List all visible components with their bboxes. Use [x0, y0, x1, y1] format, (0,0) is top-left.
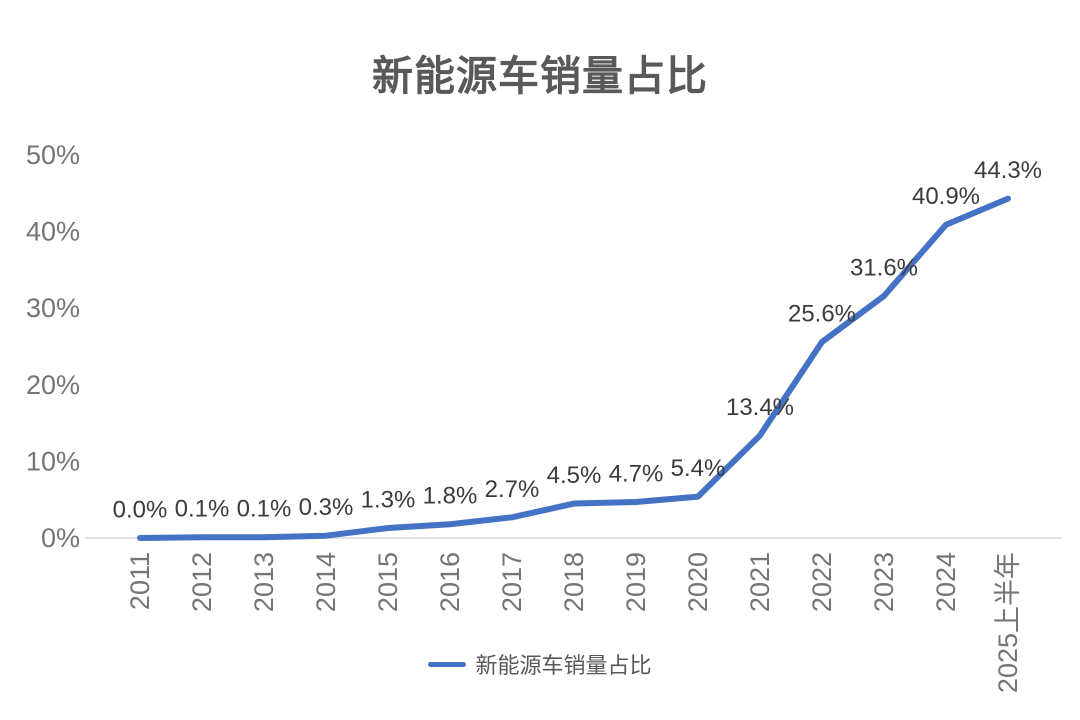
data-label: 25.6% — [788, 300, 856, 327]
data-label: 5.4% — [671, 455, 726, 482]
y-axis-tick-label: 30% — [26, 293, 80, 323]
data-label: 1.3% — [361, 487, 416, 514]
data-label: 13.4% — [726, 394, 794, 421]
x-axis-tick-label: 2018 — [559, 552, 589, 612]
y-axis-tick-label: 0% — [41, 523, 80, 553]
x-axis-tick-label: 2020 — [683, 552, 713, 612]
data-label: 2.7% — [485, 476, 540, 503]
x-axis-tick-label: 2022 — [807, 552, 837, 612]
y-axis-tick-label: 50% — [26, 140, 80, 170]
data-label: 0.3% — [299, 494, 354, 521]
x-axis-tick-label: 2015 — [373, 552, 403, 612]
chart-title: 新能源车销量占比 — [372, 53, 708, 99]
data-label: 0.0% — [113, 497, 168, 524]
data-label: 4.7% — [609, 460, 664, 487]
x-axis-tick-label: 2017 — [497, 552, 527, 612]
x-axis-tick-labels: 2011 2012 2013 2014 2015 2016 2017 2018 2019 2020… — [125, 552, 1023, 693]
data-labels: 0.0% 0.1% 0.1% 0.3% 1.3% 1.8% 2.7% 4.5% 4.7% 5.4%… — [113, 157, 1042, 523]
legend-label: 新能源车销量占比 — [475, 653, 652, 678]
x-axis-tick-label: 2019 — [621, 552, 651, 612]
x-axis-tick-label: 2023 — [869, 552, 899, 612]
x-axis-tick-label: 2014 — [311, 552, 341, 612]
data-label: 31.6% — [850, 254, 918, 281]
x-axis-tick-label: 2024 — [931, 552, 961, 612]
x-axis-tick-label: 2025上半年 — [993, 552, 1023, 693]
legend: 新能源车销量占比 — [0, 648, 1080, 680]
x-axis-tick-label: 2011 — [125, 552, 155, 610]
x-axis-tick-label: 2012 — [187, 552, 217, 612]
legend-line-swatch-icon — [428, 661, 467, 667]
data-label: 0.1% — [237, 496, 292, 523]
data-label: 40.9% — [912, 183, 980, 210]
x-axis-tick-label: 2021 — [745, 552, 775, 612]
x-axis-tick-label: 2016 — [435, 552, 465, 612]
y-axis-tick-label: 10% — [26, 446, 80, 476]
data-label: 44.3% — [974, 157, 1042, 184]
y-axis-tick-label: 20% — [26, 370, 80, 400]
data-label: 0.1% — [175, 496, 230, 523]
data-label: 1.8% — [423, 483, 478, 510]
x-axis-tick-label: 2013 — [249, 552, 279, 612]
y-axis-tick-label: 40% — [26, 217, 80, 247]
series-line — [137, 195, 1011, 541]
data-label: 4.5% — [547, 462, 602, 489]
y-axis-tick-labels: 0% 10% 20% 30% 40% 50% — [26, 140, 80, 553]
